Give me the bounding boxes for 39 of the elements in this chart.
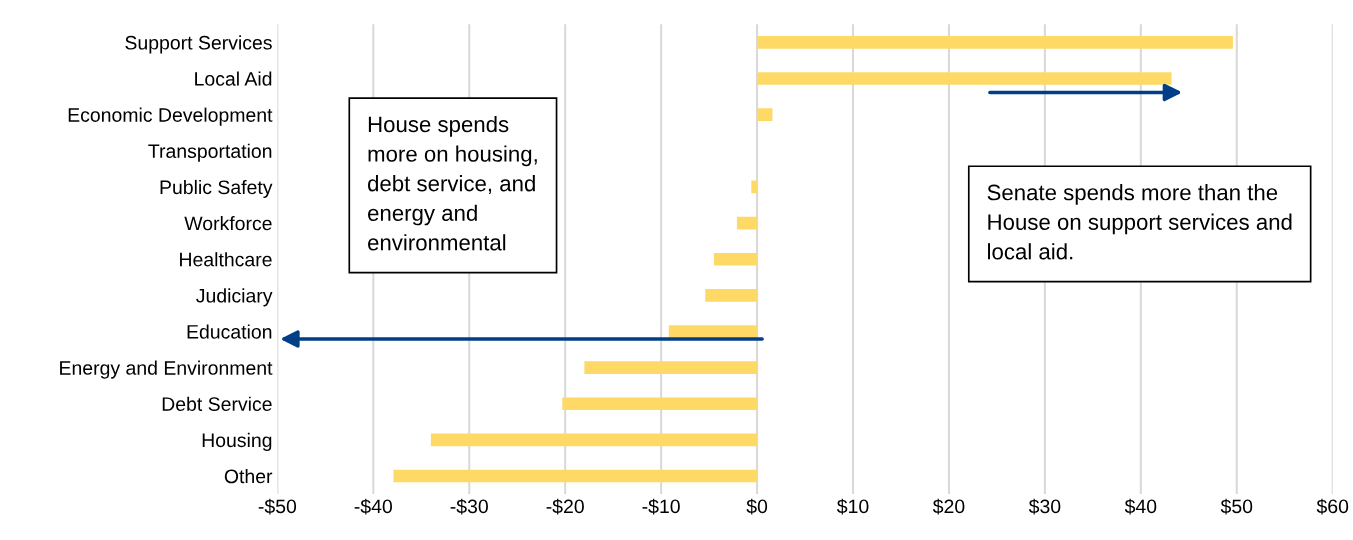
- y-tick-label: Support Services: [125, 35, 272, 54]
- bar: [393, 469, 758, 483]
- y-tick-label: Housing: [202, 432, 272, 451]
- x-tick-label: $20: [932, 498, 965, 515]
- y-tick-label: Local Aid: [195, 71, 272, 86]
- x-tick-label: -$50: [258, 498, 297, 515]
- x-tick-label: $0: [746, 498, 768, 515]
- bar: [736, 216, 758, 230]
- bar: [430, 433, 758, 447]
- y-tick-label: Debt Service: [162, 396, 272, 411]
- y-tick-label: Economic Development: [68, 107, 273, 126]
- y-tick-label: Other: [224, 468, 273, 484]
- bar: [562, 397, 758, 411]
- annotation: House spends more on housing, debt service, and energy and environmental: [368, 115, 537, 251]
- x-tick-label: $30: [1028, 498, 1061, 515]
- bar: [668, 325, 758, 338]
- x-tick-label: $60: [1316, 498, 1349, 515]
- y-tick-label: Workforce: [184, 216, 272, 231]
- bar: [713, 252, 758, 266]
- x-tick-label: -$10: [642, 498, 680, 515]
- x-tick-label: $10: [837, 498, 869, 515]
- bar: [757, 36, 1233, 49]
- y-tick-label: Public Safety: [160, 179, 273, 198]
- bar: [705, 289, 758, 302]
- y-tick-label: Education: [187, 324, 272, 339]
- x-tick-label: $40: [1124, 498, 1157, 515]
- x-tick-label: $50: [1220, 498, 1253, 515]
- y-tick-label: Energy and Environment: [60, 360, 273, 379]
- x-tick-label: -$20: [546, 498, 584, 515]
- bar: [584, 361, 758, 374]
- x-tick-label: -$40: [354, 498, 393, 515]
- x-tick-label: -$30: [450, 498, 488, 515]
- bar: [751, 180, 758, 194]
- bar: [757, 72, 1172, 85]
- annotation: Senate spends more than the House on support services and local aid.: [987, 184, 1292, 260]
- y-tick-label: Judiciary: [196, 288, 273, 307]
- y-tick-label: Healthcare: [180, 252, 272, 267]
- bar: [757, 108, 773, 121]
- y-tick-label: Transportation: [148, 143, 272, 162]
